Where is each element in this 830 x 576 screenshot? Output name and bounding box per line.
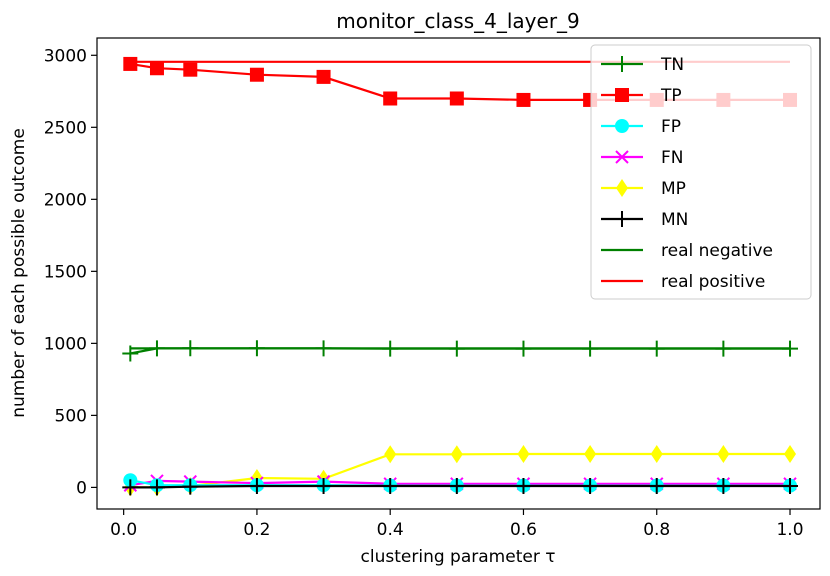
legend-marker (615, 150, 629, 164)
y-tick-label: 1000 (44, 334, 87, 354)
data-point-tn (648, 340, 665, 357)
x-tick-label: 0.2 (243, 520, 270, 540)
legend: TN TP FP FN MP MN real negative real positive (590, 44, 812, 300)
data-point-tn (715, 340, 732, 357)
data-point-tn (582, 340, 599, 357)
x-tick-label: 0.6 (510, 520, 537, 540)
series-tn (122, 340, 799, 362)
data-point-mp (717, 444, 730, 463)
data-point-mn (448, 477, 465, 494)
legend-marker (615, 88, 629, 102)
y-tick-label: 500 (55, 406, 87, 426)
data-point-tn (148, 340, 165, 357)
data-point-mn (122, 479, 139, 496)
plot-area (122, 56, 799, 497)
y-axis: 0 500 1000 1500 2000 2500 3000 (44, 46, 97, 498)
data-point-tn (382, 340, 399, 357)
series-mn (122, 477, 799, 496)
x-tick-label: 0.4 (377, 520, 404, 540)
data-point-tp (183, 62, 198, 77)
x-tick-label: 0.0 (110, 520, 137, 540)
legend-label: real negative (661, 241, 773, 261)
data-point-tn (248, 340, 265, 357)
legend-label: real positive (661, 272, 765, 292)
y-tick-label: 2500 (44, 118, 87, 138)
data-point-mn (582, 477, 599, 494)
data-point-mn (782, 477, 799, 494)
data-point-tp (516, 92, 531, 107)
legend-item-fn: FN (601, 148, 684, 168)
data-point-tn (315, 340, 332, 357)
data-point-tn (515, 340, 532, 357)
data-point-tp (449, 91, 464, 106)
legend-item-mp: MP (601, 179, 686, 199)
data-point-mp (784, 444, 797, 463)
legend-item-tn: TN (601, 55, 684, 75)
data-point-mp (384, 445, 397, 464)
legend-label: TN (660, 55, 684, 75)
data-point-mn (515, 477, 532, 494)
legend-marker (615, 119, 629, 133)
data-point-mn (248, 477, 265, 494)
y-tick-label: 0 (76, 478, 87, 498)
data-point-mn (648, 477, 665, 494)
x-axis: 0.0 0.2 0.4 0.6 0.8 1.0 (110, 509, 804, 540)
legend-marker (614, 56, 630, 72)
y-tick-label: 2000 (44, 190, 87, 210)
legend-label: FN (661, 148, 684, 168)
legend-item-real-negative: real negative (601, 241, 773, 261)
x-axis-label: clustering parameter τ (361, 547, 556, 567)
legend-marker (616, 179, 628, 197)
data-point-tn (448, 340, 465, 357)
data-point-mp (584, 444, 597, 463)
data-point-mp (450, 445, 463, 464)
data-point-tn (782, 340, 799, 357)
y-tick-label: 1500 (44, 262, 87, 282)
data-point-tp (123, 56, 138, 71)
data-point-tp (316, 69, 331, 84)
chart-title: monitor_class_4_layer_9 (336, 9, 580, 33)
legend-label: MN (661, 210, 688, 230)
data-point-mp (650, 444, 663, 463)
data-point-tp (149, 61, 164, 76)
axes-frame (96, 37, 821, 510)
y-tick-label: 3000 (44, 46, 87, 66)
legend-item-fp: FP (601, 117, 681, 137)
data-point-tn (182, 340, 199, 357)
legend-item-tp: TP (601, 86, 682, 106)
data-point-mp (517, 444, 530, 463)
data-point-tp (383, 91, 398, 106)
legend-label: FP (661, 117, 681, 137)
data-point-mn (182, 478, 199, 495)
legend-item-real-positive: real positive (601, 272, 765, 292)
data-point-mn (148, 479, 165, 496)
data-point-mn (315, 477, 332, 494)
legend-frame (590, 44, 812, 300)
x-tick-label: 0.8 (643, 520, 670, 540)
data-point-tp (249, 67, 264, 82)
x-tick-label: 1.0 (776, 520, 803, 540)
data-point-mn (382, 477, 399, 494)
y-axis-label: number of each possible outcome (9, 128, 29, 418)
legend-item-mn: MN (601, 210, 688, 230)
legend-label: TP (660, 86, 682, 106)
data-point-mn (715, 477, 732, 494)
legend-marker (614, 211, 630, 227)
data-point-tn (122, 345, 139, 362)
legend-label: MP (661, 179, 686, 199)
